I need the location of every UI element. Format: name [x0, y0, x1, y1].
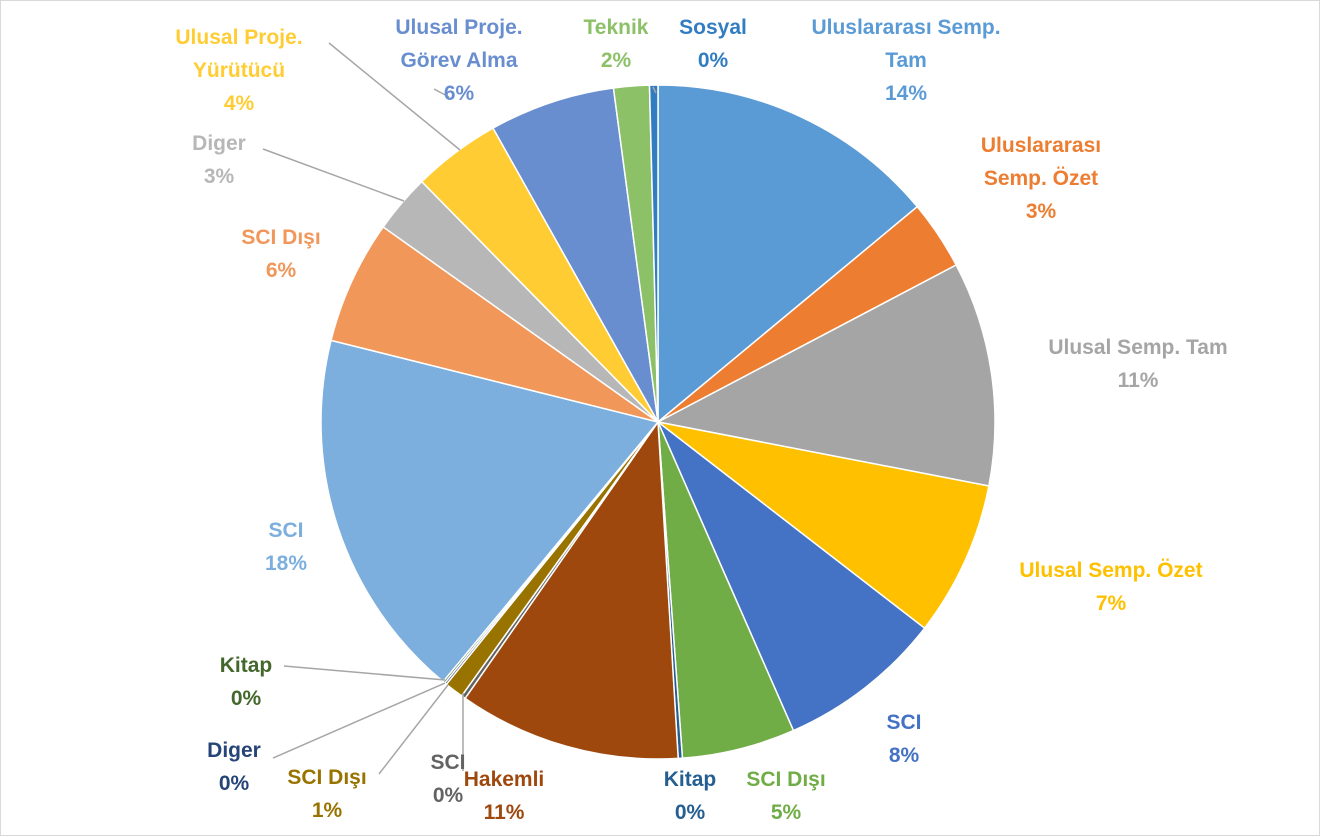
label-name: Ulusal Semp. Tam	[1048, 336, 1228, 359]
label-percent: 2%	[600, 49, 632, 72]
label-percent: 11%	[1117, 369, 1159, 392]
pie-slice	[320, 339, 660, 683]
data-label: Hakemli 11%	[444, 763, 564, 829]
label-percent: 0%	[674, 801, 706, 824]
data-label: Diger 0%	[194, 734, 274, 800]
data-label: Uluslararası Semp. Özet 3%	[956, 129, 1126, 228]
pie-slice	[330, 225, 659, 423]
label-name: SCI	[268, 519, 304, 542]
label-percent: 0%	[230, 687, 262, 710]
label-name: SCI Dışı	[746, 768, 826, 791]
label-name: Diger	[207, 739, 261, 762]
pie-slice	[492, 87, 659, 423]
label-percent: 0%	[697, 49, 729, 72]
label-name: Teknik	[583, 16, 649, 39]
label-percent: 4%	[223, 92, 255, 115]
label-name: SCI Dışı	[241, 226, 321, 249]
data-label: Kitap 0%	[650, 763, 730, 829]
label-name: Ulusal Proje. Görev Alma	[395, 16, 523, 72]
leader-line	[378, 684, 449, 775]
label-name: Hakemli	[463, 768, 545, 791]
data-label: SCI 18%	[246, 514, 326, 580]
data-label: SCI 8%	[864, 706, 944, 772]
data-label: SCI Dışı 1%	[267, 761, 387, 827]
leader-line	[262, 148, 405, 202]
data-label: Diger 3%	[174, 127, 264, 193]
pie-slice	[648, 84, 659, 423]
pie-slice	[655, 263, 996, 487]
leader-line	[433, 88, 450, 98]
label-percent: 5%	[770, 801, 802, 824]
label-name: SCI	[430, 751, 466, 774]
data-label: Kitap 0%	[206, 649, 286, 715]
label-percent: 0%	[218, 772, 250, 795]
data-label: Sosyal 0%	[673, 11, 753, 77]
data-label: Ulusal Proje. Yürütücü 4%	[154, 21, 324, 120]
leader-line	[652, 86, 657, 94]
label-percent: 18%	[264, 552, 308, 575]
label-percent: 7%	[1095, 592, 1127, 615]
label-name: Kitap	[219, 654, 273, 677]
label-percent: 14%	[884, 82, 928, 105]
pie-slice	[464, 419, 679, 760]
data-label: SCI 0%	[418, 746, 478, 812]
label-name: Kitap	[663, 768, 717, 791]
label-name: Ulusal Proje. Yürütücü	[175, 26, 303, 82]
data-label: Uluslararası Semp. Tam 14%	[811, 11, 1001, 110]
label-percent: 8%	[888, 744, 920, 767]
label-percent: 6%	[443, 82, 475, 105]
pie-slice	[657, 84, 919, 424]
label-percent: 3%	[203, 165, 235, 188]
label-percent: 3%	[1025, 200, 1057, 223]
label-name: Uluslararası Semp. Tam	[811, 16, 1001, 72]
data-label: SCI Dışı 6%	[221, 221, 341, 287]
pie-slice	[657, 421, 926, 732]
data-label: Ulusal Semp. Özet 7%	[976, 554, 1246, 620]
label-name: Sosyal	[679, 16, 747, 39]
label-percent: 1%	[311, 799, 343, 822]
data-label: SCI Dışı 5%	[726, 763, 846, 829]
leader-line	[283, 665, 446, 681]
label-name: Diger	[192, 132, 246, 155]
label-name: SCI	[886, 711, 922, 734]
data-label: Ulusal Proje. Görev Alma 6%	[374, 11, 544, 110]
label-percent: 6%	[265, 259, 297, 282]
label-percent: 0%	[432, 784, 464, 807]
label-name: Uluslararası Semp. Özet	[980, 134, 1102, 190]
leader-line	[328, 42, 461, 151]
label-name: Ulusal Semp. Özet	[1019, 559, 1203, 582]
data-label: Ulusal Semp. Tam 11%	[1003, 331, 1273, 397]
pie-slice	[657, 421, 990, 630]
leader-line	[272, 682, 446, 759]
label-name: SCI Dışı	[287, 766, 367, 789]
label-percent: 11%	[483, 801, 525, 824]
data-label: Teknik 2%	[576, 11, 656, 77]
